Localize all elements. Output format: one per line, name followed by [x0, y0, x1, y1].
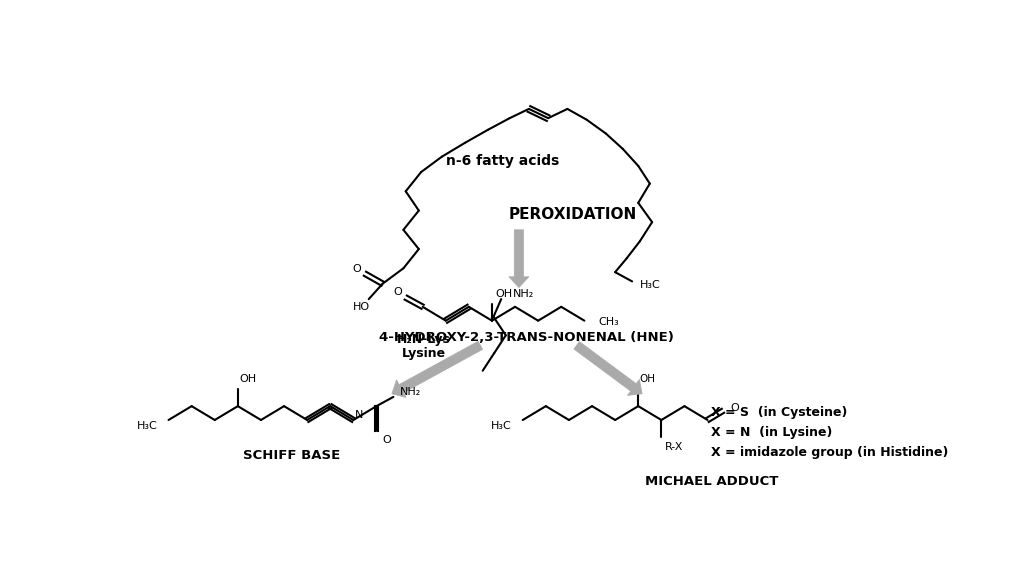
Text: Lysine: Lysine — [401, 347, 446, 359]
Text: R-X: R-X — [663, 442, 682, 452]
Text: NH₂: NH₂ — [399, 387, 421, 397]
Text: H₃C: H₃C — [639, 280, 660, 290]
Text: H₃C: H₃C — [491, 421, 512, 431]
Text: 4-HYDROXY-2,3-TRANS-NONENAL (HNE): 4-HYDROXY-2,3-TRANS-NONENAL (HNE) — [379, 331, 674, 344]
Text: OH: OH — [639, 374, 655, 384]
Text: O: O — [730, 403, 739, 413]
Text: OH: OH — [239, 374, 256, 384]
Text: O: O — [382, 435, 391, 445]
Polygon shape — [508, 230, 529, 288]
Text: H₃C: H₃C — [137, 421, 158, 431]
Text: X = N  (in Lysine): X = N (in Lysine) — [710, 426, 832, 439]
Text: HO: HO — [353, 302, 369, 312]
Text: X = S  (in Cysteine): X = S (in Cysteine) — [710, 406, 847, 419]
Polygon shape — [391, 342, 482, 397]
Text: O: O — [353, 264, 361, 274]
Text: n-6 fatty acids: n-6 fatty acids — [445, 153, 558, 168]
Text: MICHAEL ADDUCT: MICHAEL ADDUCT — [644, 475, 777, 488]
Text: H₂N-Lys: H₂N-Lys — [396, 333, 450, 347]
Text: X = imidazole group (in Histidine): X = imidazole group (in Histidine) — [710, 446, 948, 459]
Polygon shape — [574, 342, 642, 395]
Text: OH: OH — [494, 289, 512, 298]
Text: SCHIFF BASE: SCHIFF BASE — [243, 449, 340, 462]
Text: NH₂: NH₂ — [513, 289, 534, 298]
Text: N: N — [355, 410, 363, 420]
Text: O: O — [393, 287, 401, 297]
Text: CH₃: CH₃ — [597, 317, 619, 327]
Text: PEROXIDATION: PEROXIDATION — [508, 207, 636, 222]
